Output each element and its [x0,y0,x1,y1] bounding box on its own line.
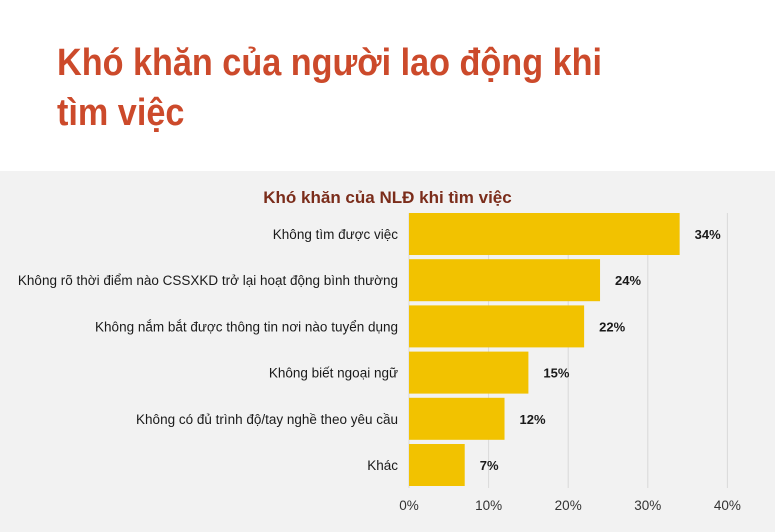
category-label: Không biết ngoại ngữ [269,366,398,381]
value-label: 34% [695,227,721,242]
category-label: Không tìm được việc [273,227,398,242]
bar [409,444,465,486]
x-tick-label: 30% [634,498,661,513]
category-label: Không nắm bắt được thông tin nơi nào tuy… [95,319,398,334]
bar [409,213,680,255]
bar [409,397,505,440]
grid-layer [408,213,728,488]
x-tick-label: 10% [475,498,502,513]
bar [409,305,585,348]
value-label: 15% [543,366,569,381]
value-label: 7% [480,458,499,473]
category-label: Không rõ thời điểm nào CSSXKD trở lại ho… [18,273,398,288]
bar-layer [409,213,680,486]
bar [409,351,529,394]
label-layer: Không tìm được việc 34% Không rõ thời điểm… [18,227,721,473]
header: Khó khăn của người lao động khi tìm việc [0,0,775,171]
value-label: 12% [520,412,546,427]
value-label: 24% [615,273,641,288]
x-tick-label: 40% [714,498,741,513]
category-label: Không có đủ trình độ/tay nghề theo yêu c… [136,412,398,427]
tick-layer: 0% 10% 20% 30% 40% [399,498,741,513]
category-label: Khác [367,458,398,473]
bar [409,259,601,302]
page-title: Khó khăn của người lao động khi tìm việc [57,42,603,134]
x-tick-label: 20% [555,498,582,513]
value-label: 22% [599,319,625,334]
chart-title: Khó khăn của NLĐ khi tìm việc [263,188,512,207]
x-tick-label: 0% [399,498,419,513]
